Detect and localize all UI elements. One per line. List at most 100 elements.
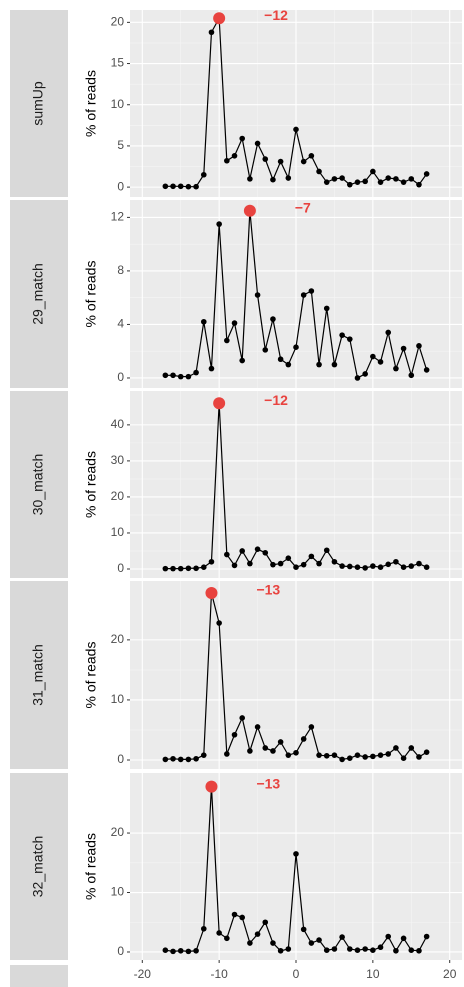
data-point xyxy=(170,372,176,379)
data-point xyxy=(177,756,184,763)
data-point xyxy=(254,292,261,298)
data-point xyxy=(308,553,315,560)
data-point xyxy=(362,754,368,760)
data-point xyxy=(170,755,176,762)
data-point xyxy=(177,183,184,190)
data-point xyxy=(293,126,299,133)
data-point xyxy=(200,564,207,570)
data-point xyxy=(239,715,246,721)
data-point xyxy=(316,560,322,567)
y-tick-label: 5 xyxy=(117,138,124,152)
data-point xyxy=(423,367,430,373)
data-point xyxy=(285,946,292,952)
data-point xyxy=(231,731,238,738)
data-point xyxy=(247,560,253,567)
data-point xyxy=(416,754,422,760)
data-point xyxy=(254,931,261,937)
data-point xyxy=(316,361,322,368)
data-point xyxy=(216,620,222,626)
y-axis-label: % of reads xyxy=(83,451,99,518)
strip-label: 31_match xyxy=(30,644,46,705)
data-point xyxy=(346,336,353,342)
data-point xyxy=(239,914,246,921)
data-point xyxy=(370,168,376,175)
data-point xyxy=(185,948,192,955)
y-tick-label: 40 xyxy=(111,417,125,431)
data-point xyxy=(293,851,299,857)
data-point xyxy=(193,947,199,954)
data-point xyxy=(231,562,238,569)
data-point xyxy=(193,565,199,572)
y-tick-label: 10 xyxy=(111,525,125,539)
data-point xyxy=(393,558,399,565)
data-point xyxy=(354,947,361,953)
data-point xyxy=(185,756,192,763)
data-point xyxy=(408,947,415,953)
x-tick-label: -10 xyxy=(210,967,228,981)
data-point xyxy=(331,946,338,952)
data-point xyxy=(323,752,330,759)
data-point xyxy=(362,178,368,185)
y-tick-label: 20 xyxy=(111,489,125,503)
data-point xyxy=(254,140,261,147)
data-point xyxy=(377,359,384,365)
data-point xyxy=(400,179,407,185)
data-point xyxy=(300,158,307,165)
y-axis-label: % of reads xyxy=(83,833,99,900)
data-point xyxy=(270,940,276,946)
data-point xyxy=(247,176,253,182)
data-point xyxy=(239,548,246,554)
x-tick-label: 0 xyxy=(293,967,300,981)
data-point xyxy=(308,288,315,294)
data-point xyxy=(385,175,392,181)
data-point xyxy=(400,564,407,570)
data-point xyxy=(277,560,284,567)
data-point xyxy=(177,565,184,572)
data-point xyxy=(323,305,330,312)
y-tick-label: 20 xyxy=(111,825,125,839)
data-point xyxy=(346,563,353,570)
data-point xyxy=(416,343,422,349)
data-point xyxy=(323,179,330,185)
data-point xyxy=(354,375,361,381)
annotation: −13 xyxy=(256,775,280,791)
highlight-point xyxy=(213,397,226,410)
data-point xyxy=(377,179,384,185)
data-point xyxy=(262,549,269,556)
data-point xyxy=(370,353,376,360)
data-point xyxy=(377,752,384,758)
y-axis-label: % of reads xyxy=(83,642,99,709)
data-point xyxy=(254,546,261,552)
data-point xyxy=(416,947,422,954)
data-point xyxy=(393,176,399,182)
data-point xyxy=(254,724,261,730)
data-point xyxy=(316,937,322,943)
data-point xyxy=(277,158,284,165)
data-point xyxy=(270,561,276,568)
data-point xyxy=(339,756,345,763)
data-point xyxy=(316,752,322,758)
data-point xyxy=(354,564,361,570)
data-point xyxy=(216,930,222,936)
data-point xyxy=(400,345,407,352)
x-tick-label: 10 xyxy=(366,967,380,981)
data-point xyxy=(170,948,176,955)
y-tick-label: 10 xyxy=(111,885,125,899)
data-point xyxy=(224,751,230,757)
strip-label: 30_match xyxy=(30,454,46,515)
data-point xyxy=(300,736,307,742)
data-point xyxy=(408,563,415,569)
data-point xyxy=(400,755,407,761)
strip-label: 32_match xyxy=(30,836,46,897)
y-tick-label: 0 xyxy=(117,944,124,958)
highlight-point xyxy=(213,12,226,25)
data-point xyxy=(339,563,345,569)
data-point xyxy=(277,947,284,954)
data-point xyxy=(393,365,399,372)
data-point xyxy=(262,745,269,751)
data-point xyxy=(224,935,230,942)
data-point xyxy=(385,933,392,940)
partial-strip xyxy=(10,965,68,987)
data-point xyxy=(262,919,269,926)
highlight-point xyxy=(243,204,256,217)
